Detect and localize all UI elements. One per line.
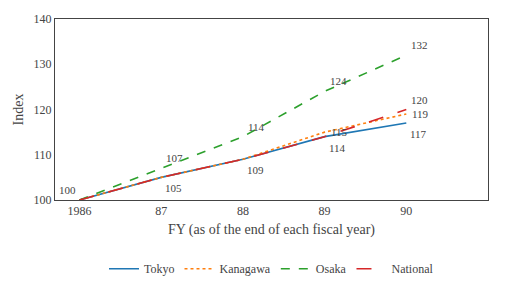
svg-text:120: 120 — [34, 103, 52, 117]
svg-text:107: 107 — [166, 152, 183, 164]
svg-text:Kanagawa: Kanagawa — [220, 262, 271, 276]
svg-text:110: 110 — [34, 148, 52, 162]
svg-text:140: 140 — [34, 12, 52, 26]
svg-text:132: 132 — [411, 39, 428, 51]
svg-text:90: 90 — [400, 204, 412, 218]
svg-text:Tokyo: Tokyo — [144, 262, 175, 276]
svg-text:FY (as of the end of each fisc: FY (as of the end of each fiscal year) — [168, 222, 375, 238]
svg-text:89: 89 — [319, 204, 331, 218]
svg-text:119: 119 — [412, 108, 429, 120]
svg-text:Index: Index — [11, 94, 26, 126]
svg-text:114: 114 — [248, 121, 265, 133]
svg-text:1986: 1986 — [68, 204, 92, 218]
svg-text:87: 87 — [155, 204, 167, 218]
svg-text:National: National — [391, 262, 433, 276]
svg-text:120: 120 — [411, 94, 428, 106]
svg-text:114: 114 — [329, 142, 346, 154]
svg-text:117: 117 — [410, 128, 427, 140]
svg-text:100: 100 — [34, 193, 52, 207]
svg-text:115: 115 — [331, 126, 348, 138]
svg-text:100: 100 — [59, 184, 76, 196]
svg-text:88: 88 — [237, 204, 249, 218]
svg-text:130: 130 — [34, 57, 52, 71]
svg-text:105: 105 — [165, 182, 182, 194]
svg-text:Osaka: Osaka — [316, 262, 347, 276]
svg-text:109: 109 — [247, 164, 264, 176]
svg-text:124: 124 — [330, 75, 347, 87]
